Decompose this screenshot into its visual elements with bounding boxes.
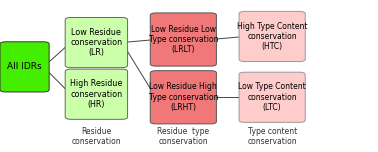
Text: All IDRs: All IDRs bbox=[7, 62, 42, 71]
Text: High Residue
conservation
(HR): High Residue conservation (HR) bbox=[70, 79, 122, 109]
FancyBboxPatch shape bbox=[150, 71, 216, 124]
FancyBboxPatch shape bbox=[0, 42, 49, 92]
Text: Low Residue Low
Type conservation
(LRLT): Low Residue Low Type conservation (LRLT) bbox=[149, 25, 218, 54]
FancyBboxPatch shape bbox=[65, 17, 127, 68]
Text: Residue  type
conservation: Residue type conservation bbox=[157, 126, 209, 146]
FancyBboxPatch shape bbox=[65, 69, 127, 119]
Text: Low Residue High
Type conservation
(LRHT): Low Residue High Type conservation (LRHT… bbox=[149, 82, 218, 112]
FancyBboxPatch shape bbox=[239, 72, 305, 122]
FancyBboxPatch shape bbox=[239, 11, 305, 62]
Text: Type content
conservation: Type content conservation bbox=[247, 126, 297, 146]
Text: High Type Content
conservation
(HTC): High Type Content conservation (HTC) bbox=[237, 22, 307, 51]
Text: Low Residue
conservation
(LR): Low Residue conservation (LR) bbox=[70, 28, 122, 57]
FancyBboxPatch shape bbox=[150, 13, 216, 66]
Text: Low Type Content
conservation
(LTC): Low Type Content conservation (LTC) bbox=[238, 82, 306, 112]
Text: Residue
conservation: Residue conservation bbox=[71, 126, 121, 146]
